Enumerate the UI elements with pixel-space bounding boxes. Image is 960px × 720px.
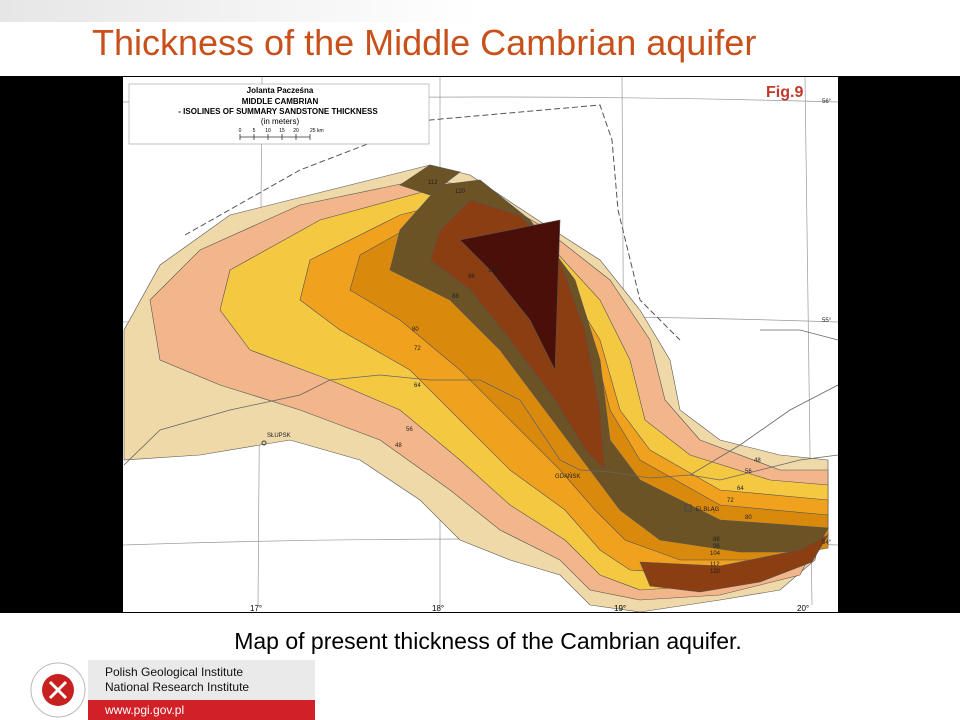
figure-label: Fig.9 (766, 84, 803, 101)
latitude-label: 56° (822, 99, 832, 105)
contour-label: 88 (452, 294, 459, 300)
coast (689, 329, 839, 481)
city-marker (684, 504, 692, 512)
institute-name: Polish Geological Institute (105, 665, 243, 679)
contour-label: 80 (412, 327, 419, 333)
title-band (0, 0, 480, 22)
legend-title: MIDDLE CAMBRIAN (242, 97, 319, 106)
longitude-label: 18° (432, 604, 444, 613)
city-label: GDAŃSK (555, 473, 580, 480)
contour-label: 72 (414, 346, 421, 352)
logo-hammers (48, 680, 68, 700)
contour-label: 56 (406, 427, 413, 433)
isopach-band (639, 534, 829, 593)
map: SŁUPSK GDAŃSK ELBLĄG 80 72 64 56 48 88 9… (122, 76, 839, 613)
contour-label: 104 (488, 268, 499, 274)
footer-box (88, 660, 315, 700)
caption: Map of present thickness of the Cambrian… (234, 628, 742, 654)
url: www.pgi.gov.pl (104, 703, 184, 717)
scale-label: 20 (293, 128, 299, 134)
isopach-band (459, 219, 561, 371)
latitude-label: 55° (822, 318, 832, 324)
scale-label: 25 km (310, 128, 324, 134)
city-marker (261, 440, 267, 446)
url-box (88, 700, 315, 720)
contour-label: 112 (428, 180, 438, 186)
map-legend: Jolanta Pacześna MIDDLE CAMBRIAN - ISOLI… (128, 83, 430, 145)
scale-label: 15 (279, 128, 285, 134)
contour-label: 48 (395, 443, 402, 449)
contour-labels: 80 72 64 56 48 88 96 104 112 120 48 56 6… (395, 180, 761, 575)
coastline (123, 329, 839, 481)
scale-ticks: 0 5 10 15 20 25 km (239, 128, 324, 140)
map-author: Jolanta Pacześna (247, 86, 314, 95)
latitude-label: 54° (822, 540, 832, 546)
logo (30, 662, 86, 718)
contour-label: 56 (745, 469, 752, 475)
contour-label: 48 (754, 458, 761, 464)
city-label: SŁUPSK (267, 433, 291, 439)
scale-label: 10 (265, 128, 271, 134)
longitude-label: 19° (614, 604, 626, 613)
institute-name: National Research Institute (105, 680, 249, 694)
isopach-band (429, 199, 606, 471)
contour-label: 120 (455, 189, 466, 195)
scale-label: 5 (253, 128, 256, 134)
contour-label: 112 (710, 562, 720, 568)
contour-label: 104 (710, 551, 721, 557)
contour-label: 80 (745, 515, 752, 521)
longitude-label: 20° (797, 604, 809, 613)
legend-unit: (in meters) (261, 117, 300, 126)
border-line (184, 104, 681, 341)
coast (123, 374, 839, 479)
contour-label: 96 (468, 274, 475, 280)
contour-label: 64 (414, 383, 421, 389)
city-label: ELBLĄG (696, 507, 720, 513)
isopach-band (399, 164, 461, 196)
isopach-areas (123, 164, 829, 613)
legend-box (128, 83, 430, 145)
contour-label: 96 (713, 544, 720, 550)
contour-label: 64 (737, 486, 744, 492)
slide-title: Thickness of the Middle Cambrian aquifer (92, 22, 756, 63)
longitude-label: 17° (250, 604, 262, 613)
legend-subtitle: - ISOLINES OF SUMMARY SANDSTONE THICKNES… (178, 107, 378, 116)
contour-label: 72 (727, 498, 734, 504)
contour-label: 88 (713, 537, 720, 543)
contour-label: 120 (710, 569, 721, 575)
scale-label: 0 (239, 128, 242, 134)
